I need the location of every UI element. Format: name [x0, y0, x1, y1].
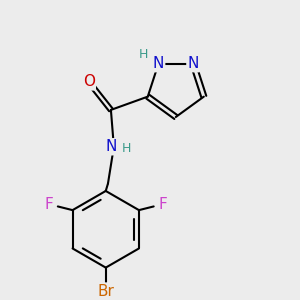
Text: F: F [158, 197, 167, 212]
Text: O: O [83, 74, 95, 89]
Text: Br: Br [97, 284, 114, 299]
Text: H: H [122, 142, 131, 155]
Text: N: N [188, 56, 199, 71]
Text: H: H [139, 48, 148, 61]
Text: N: N [153, 56, 164, 71]
Text: F: F [45, 197, 53, 212]
Text: N: N [105, 139, 117, 154]
